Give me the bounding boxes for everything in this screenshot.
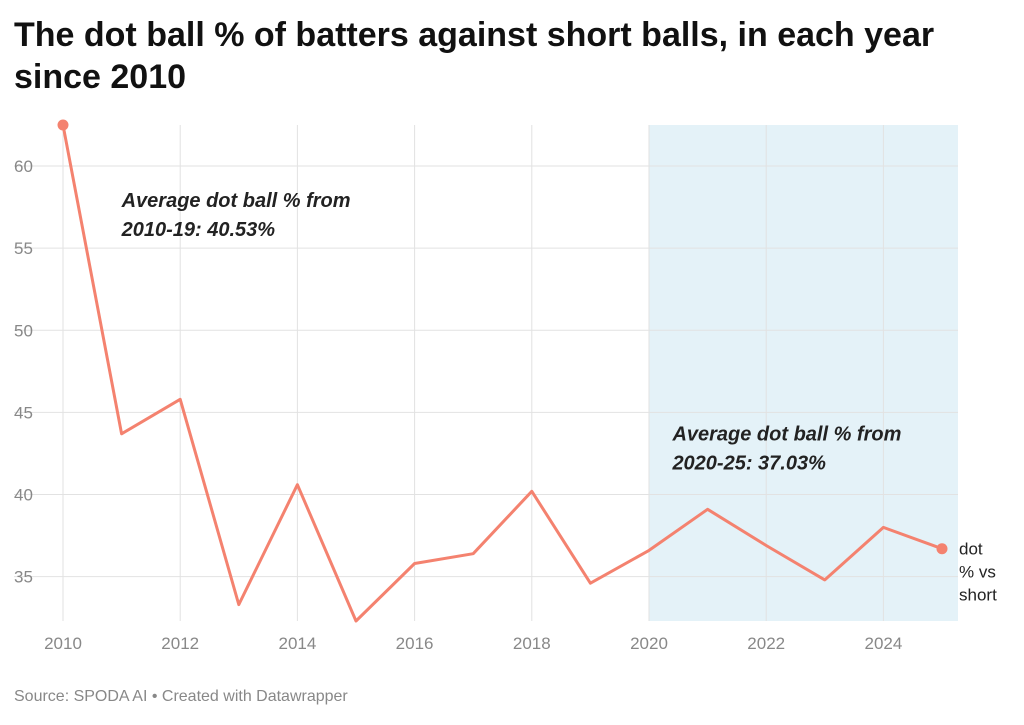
source-note: Source: SPODA AI • Created with Datawrap… [14,688,348,705]
x-tick-layer: 2010 2012 2014 2016 2018 2020 2022 2024 [44,634,902,653]
highlight-band [649,125,958,621]
y-tick-label: 55 [14,239,33,258]
annotation-2: Average dot ball % from 2020-25: 37.03% [671,423,901,474]
annotation-layer: Average dot ball % from 2010-19: 40.53%Av… [121,190,902,474]
y-tick-layer: 35 40 45 50 55 60 [14,157,33,587]
series-start-point [57,119,69,131]
x-tick-label: 2012 [161,634,199,653]
annotation-1: Average dot ball % from 2010-19: 40.53% [121,190,351,241]
x-tick-label: 2020 [630,634,668,653]
grid-layer [14,125,958,621]
series-label-line: short [959,586,997,605]
annotation-line: 2010-19: 40.53% [121,219,276,241]
x-tick-label: 2018 [513,634,551,653]
series-layer: dot % vs short [57,119,997,623]
annotation-line: Average dot ball % from [121,190,351,212]
y-tick-label: 40 [14,486,33,505]
highlight-band-layer [649,125,958,621]
y-tick-label: 35 [14,568,33,587]
annotation-line: 2020-25: 37.03% [671,452,826,474]
y-tick-label: 60 [14,157,33,176]
annotation-line: Average dot ball % from [671,423,901,445]
series-label: dot % vs short [959,540,997,605]
y-tick-label: 50 [14,321,33,340]
series-end-point [936,543,948,555]
chart-title: The dot ball % of batters against short … [14,16,935,96]
x-tick-label: 2022 [747,634,785,653]
series-label-line: % vs [959,563,996,582]
x-tick-label: 2016 [396,634,434,653]
x-tick-label: 2024 [864,634,902,653]
series-label-line: dot [959,540,983,559]
x-tick-label: 2014 [278,634,316,653]
x-tick-label: 2010 [44,634,82,653]
series-line [61,123,944,623]
y-tick-label: 45 [14,403,33,422]
